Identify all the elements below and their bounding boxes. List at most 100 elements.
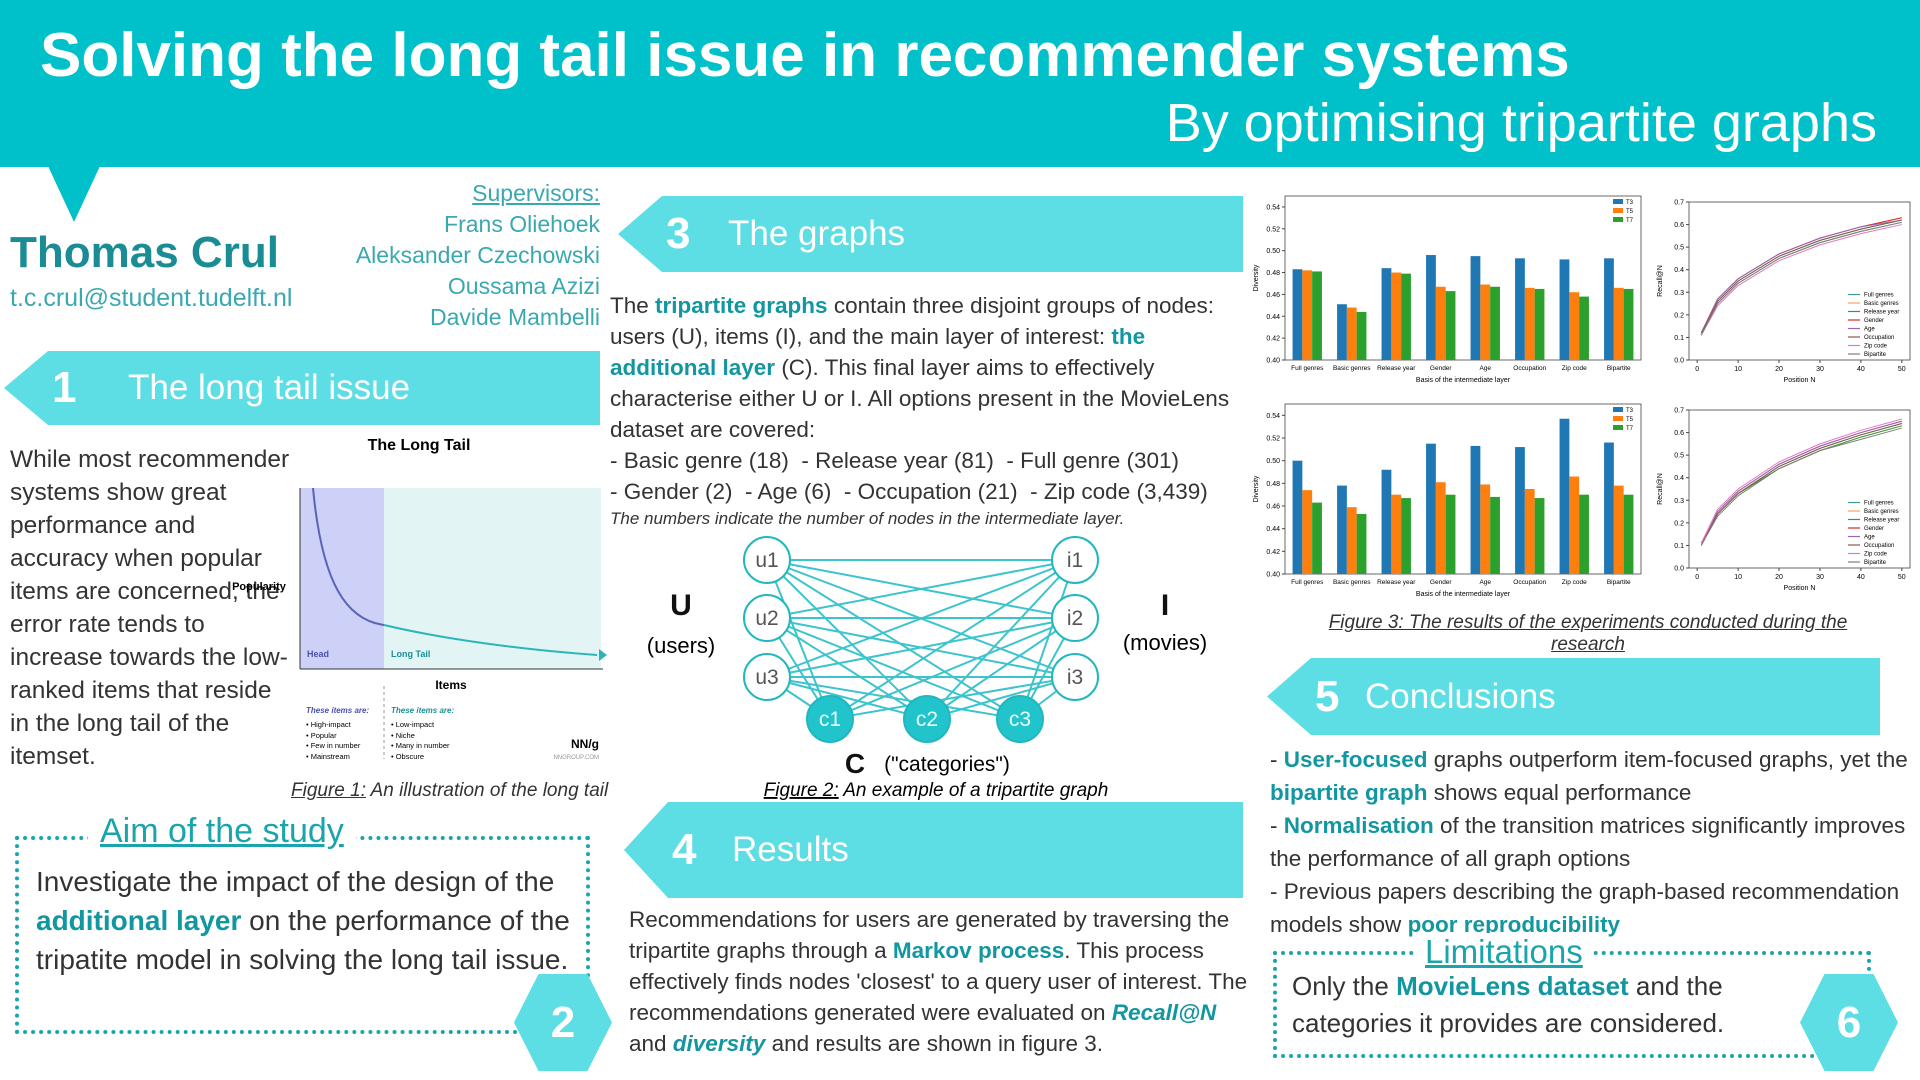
bar: [1426, 443, 1436, 574]
author-email: t.c.crul@student.tudelft.nl: [10, 284, 293, 312]
y-tick-label: 0.3: [1674, 498, 1684, 505]
y-tick-label: 0.44: [1266, 526, 1280, 533]
text: and: [629, 1031, 673, 1056]
edge: [766, 617, 928, 720]
line: [1700, 219, 1902, 334]
y-tick-label: 0.7: [1674, 200, 1684, 207]
y-tick-label: 0.6: [1674, 430, 1684, 437]
y-axis-label: Diversity: [1253, 264, 1260, 291]
node-label: c3: [1009, 708, 1031, 731]
y-tick-label: 0.48: [1266, 481, 1280, 488]
legend-label: Zip code: [1864, 552, 1888, 558]
plot-frame: [1284, 403, 1642, 575]
x-tick-label: Zip code: [1562, 579, 1587, 586]
x-tick-label: Bipartite: [1607, 579, 1631, 586]
node-label: i2: [1067, 607, 1083, 630]
node: [1051, 594, 1099, 642]
y-tick-label: 0.52: [1266, 436, 1280, 443]
y-tick-label: 0.42: [1266, 336, 1280, 343]
node: [743, 653, 791, 701]
bar: [1426, 255, 1436, 360]
legend-label: T3: [1626, 408, 1634, 414]
group-label: (users): [647, 633, 715, 658]
list-item: • Popular: [306, 731, 337, 740]
list-item: • Niche: [391, 731, 415, 740]
legend-label: T7: [1626, 218, 1634, 224]
emphasis: Recall@N: [1111, 1000, 1217, 1025]
line: [1700, 423, 1902, 546]
line: [1700, 420, 1902, 544]
text: The: [610, 293, 656, 318]
legend-swatch: [1613, 407, 1623, 412]
x-tick-label: 20: [1775, 574, 1783, 581]
text: -: [1270, 813, 1284, 838]
conclusions: - User-focused graphs outperform item-fo…: [1270, 743, 1910, 941]
paragraph: Recommendations for users are generated …: [629, 904, 1254, 1059]
bar: [1490, 496, 1500, 574]
line: [1700, 217, 1902, 334]
bar: [1302, 490, 1313, 574]
edge: [829, 617, 1076, 720]
text: -: [1270, 747, 1284, 772]
y-tick-label: 0.46: [1266, 292, 1280, 299]
x-tick-label: 0: [1695, 366, 1699, 373]
x-tick-label: 30: [1816, 574, 1824, 581]
bar: [1356, 513, 1367, 574]
list-item: • Mainstream: [306, 752, 350, 761]
line: [1700, 224, 1902, 336]
node: [743, 594, 791, 642]
bar: [1381, 469, 1392, 574]
caption-text: An example of a tripartite graph: [839, 780, 1109, 800]
y-tick-label: 0.50: [1266, 248, 1280, 255]
edge: [926, 559, 1076, 720]
option-line: - Basic genre (18) - Release year (81) -…: [610, 448, 1179, 473]
section-title: Limitations: [1415, 933, 1593, 971]
conclusion: - User-focused graphs outperform item-fo…: [1270, 743, 1910, 809]
x-tick-label: 0: [1695, 574, 1699, 581]
x-tick-label: 30: [1816, 366, 1824, 373]
y-tick-label: 0.54: [1266, 204, 1280, 211]
supervisor: Aleksander Czechowski: [355, 242, 600, 268]
header: Solving the long tail issue in recommend…: [0, 0, 1920, 167]
text: Investigate the impact of the design of …: [36, 866, 555, 897]
legend-label: Full genres: [1864, 293, 1894, 299]
legend-label: Bipartite: [1864, 560, 1887, 566]
node-label: u3: [755, 666, 778, 689]
bar: [1470, 445, 1481, 574]
legend-label: T5: [1626, 209, 1634, 215]
node-label: i3: [1067, 666, 1083, 689]
legend-label: T7: [1626, 426, 1634, 432]
caption-prefix: Figure 1:: [291, 780, 366, 801]
list-item: • High-impact: [306, 720, 352, 729]
bar: [1515, 447, 1525, 574]
list-item: • Many in number: [391, 741, 450, 750]
x-tick-label: Age: [1479, 365, 1491, 372]
bar: [1604, 258, 1614, 360]
y-tick-label: 0.40: [1266, 572, 1280, 579]
bar: [1604, 442, 1614, 574]
bar: [1381, 268, 1392, 360]
bar: [1559, 259, 1570, 360]
bar: [1569, 292, 1580, 360]
text: - Previous papers describing the graph-b…: [1270, 879, 1900, 937]
legend-label: Full genres: [1864, 501, 1894, 507]
y-tick-label: 0.44: [1266, 314, 1280, 321]
x-tick-label: Occupation: [1513, 579, 1546, 586]
text: . This process effectively finds nodes '…: [629, 938, 1248, 1025]
paragraph: While most recommender systems show grea…: [10, 443, 290, 773]
legend-swatch: [1613, 425, 1623, 430]
list-heading: These items are:: [391, 706, 454, 715]
bar: [1623, 494, 1634, 574]
x-axis-label: Position N: [1784, 585, 1816, 592]
edge: [829, 676, 1076, 720]
node: [1051, 536, 1099, 584]
y-tick-label: 0.50: [1266, 458, 1280, 465]
bar: [1579, 494, 1589, 574]
bar: [1559, 418, 1570, 574]
long-tail-figure: The Long Tail Popularity Items Head Long…: [232, 437, 607, 761]
bar: [1292, 269, 1303, 360]
edge: [766, 676, 928, 720]
pennant: [48, 166, 100, 222]
supervisor: Davide Mambelli: [429, 304, 600, 330]
